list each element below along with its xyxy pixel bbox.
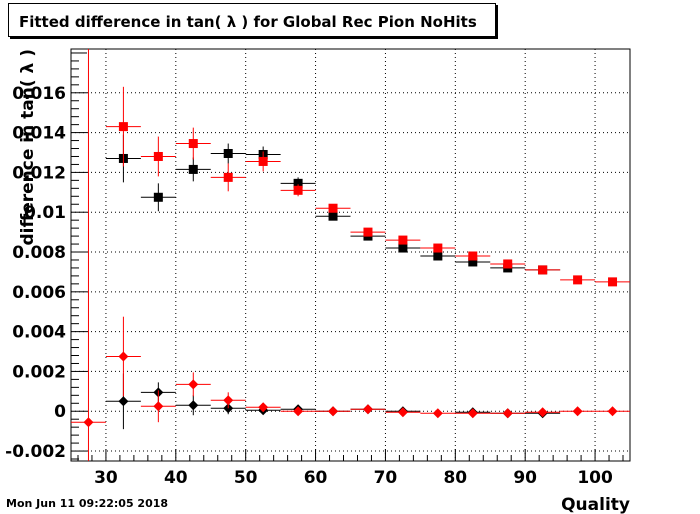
data-point-square [188, 164, 198, 174]
x-axis-label: Quality [561, 495, 630, 514]
data-point-square [293, 178, 303, 188]
x-tick-label: 80 [443, 468, 467, 488]
series-1 [105, 86, 630, 287]
data-point-square [328, 203, 338, 213]
data-point-diamond [397, 407, 408, 418]
data-point-diamond [118, 351, 129, 362]
data-point-square [468, 251, 478, 261]
data-point-diamond [607, 406, 618, 417]
data-point-square [398, 235, 408, 245]
data-point-diamond [572, 406, 583, 417]
y-tick-label: 0.004 [12, 323, 66, 343]
data-point-square [118, 122, 128, 132]
y-tick-label: 0.008 [12, 243, 66, 263]
chart-title: Fitted difference in tan( λ ) for Global… [19, 13, 477, 31]
title-box: Fitted difference in tan( λ ) for Global… [8, 3, 496, 37]
data-point-square [573, 275, 583, 285]
data-point-diamond [328, 406, 339, 417]
x-tick-label: 100 [577, 468, 613, 488]
x-tick-label: 90 [513, 468, 537, 488]
data-point-diamond [188, 379, 199, 390]
x-tick-label: 40 [164, 468, 188, 488]
x-tick-label: 70 [374, 468, 398, 488]
y-tick-label: 0.012 [12, 163, 66, 183]
data-point-square [328, 211, 338, 221]
data-point-diamond [432, 408, 443, 419]
data-point-diamond [118, 396, 129, 407]
series-2 [105, 373, 561, 430]
data-point-square [468, 257, 478, 267]
data-point-diamond [502, 408, 513, 419]
data-point-square [293, 185, 303, 195]
y-tick-label: 0.006 [12, 283, 66, 303]
data-point-diamond [467, 408, 478, 419]
data-point-diamond [83, 417, 94, 428]
data-point-diamond [537, 407, 548, 418]
axis-layer: 30 40 50 60 70 80 90 100 -0.002 0 0.002 0.004 0.006 0… [5, 52, 624, 488]
x-tick-label: 30 [94, 468, 118, 488]
data-point-square [153, 151, 163, 161]
y-axis-label: difference in tan( λ ) [18, 49, 38, 246]
timestamp: Mon Jun 11 09:22:05 2018 [6, 497, 169, 510]
y-tick-label: -0.002 [5, 442, 66, 462]
data-point-square [223, 148, 233, 158]
x-tick-label: 50 [234, 468, 258, 488]
data-layer [71, 49, 630, 461]
data-point-square [188, 139, 198, 149]
data-point-diamond [258, 402, 269, 413]
data-point-square [153, 192, 163, 202]
data-point-square [608, 277, 618, 287]
data-point-square [433, 243, 443, 253]
data-point-square [538, 265, 548, 275]
plot-frame [70, 48, 631, 462]
y-tick-label: 0.016 [12, 84, 66, 104]
data-point-diamond [153, 401, 164, 412]
y-tick-label: 0 [54, 402, 66, 422]
x-tick-label: 60 [304, 468, 328, 488]
y-tick-label: 0.01 [24, 203, 66, 223]
data-point-diamond [362, 404, 373, 415]
data-point-square [223, 172, 233, 182]
series-3 [71, 49, 630, 461]
y-tick-label: 0.014 [12, 124, 66, 144]
data-point-diamond [223, 395, 234, 406]
data-point-square [503, 259, 513, 269]
data-point-diamond [188, 400, 199, 411]
grid-layer [71, 49, 630, 461]
y-tick-label: 0.002 [12, 362, 66, 382]
data-point-square [433, 251, 443, 261]
data-point-square [398, 243, 408, 253]
data-point-square [258, 156, 268, 166]
data-point-diamond [293, 406, 304, 417]
data-point-square [363, 227, 373, 237]
